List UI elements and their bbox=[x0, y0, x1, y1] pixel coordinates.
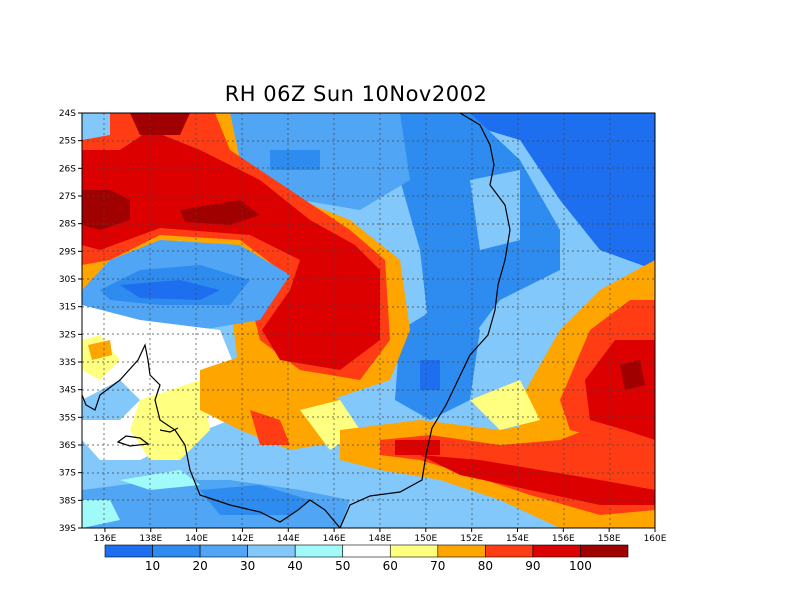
y-tick-label: 36S bbox=[59, 441, 76, 451]
y-tick-label: 25S bbox=[59, 137, 76, 147]
map-title: RH 06Z Sun 10Nov2002 bbox=[224, 82, 488, 106]
y-tick-label: 38S bbox=[59, 496, 76, 506]
colorbar-swatch bbox=[104, 544, 153, 558]
y-tick-label: 24S bbox=[59, 109, 76, 119]
y-tick-label: 32S bbox=[59, 330, 76, 340]
colorbar-swatch bbox=[580, 544, 629, 558]
x-tick-label: 142E bbox=[231, 534, 254, 544]
colorbar-swatch bbox=[342, 544, 391, 558]
colorbar-label: 80 bbox=[478, 559, 493, 573]
y-tick-label: 28S bbox=[59, 220, 76, 230]
x-tick-label: 144E bbox=[277, 534, 300, 544]
y-tick-label: 35S bbox=[59, 413, 76, 423]
y-tick-label: 34S bbox=[59, 386, 76, 396]
x-tick-label: 136E bbox=[93, 534, 116, 544]
x-tick-label: 152E bbox=[460, 534, 483, 544]
x-tick-label: 138E bbox=[139, 534, 162, 544]
x-tick-label: 158E bbox=[598, 534, 621, 544]
x-tick-label: 154E bbox=[506, 534, 529, 544]
colorbar-label: 50 bbox=[335, 559, 350, 573]
colorbar-swatch bbox=[152, 544, 201, 558]
colorbar-swatch bbox=[294, 544, 344, 558]
y-tick-label: 39S bbox=[59, 524, 76, 534]
x-tick-label: 150E bbox=[414, 534, 437, 544]
colorbar-swatch bbox=[247, 544, 296, 558]
colorbar-label: 20 bbox=[192, 559, 207, 573]
colorbar-swatch bbox=[485, 544, 534, 558]
y-axis-ticks: 24S 25S 26S 27S 28S 29S 30S 31S 32S 33S 34S 35S 36S 3… bbox=[59, 109, 82, 534]
y-tick-label: 33S bbox=[59, 358, 76, 368]
colorbar-swatch bbox=[532, 544, 581, 558]
x-axis-ticks: 136E 138E 140E 142E 144E 146E 148E 150E 152E 154E… bbox=[93, 528, 667, 544]
map-frame bbox=[81, 112, 656, 529]
y-tick-label: 31S bbox=[59, 303, 76, 313]
colorbar-swatch bbox=[437, 544, 486, 558]
colorbar-label: 30 bbox=[240, 559, 255, 573]
colorbar-label: 10 bbox=[145, 559, 160, 573]
colorbar-label: 90 bbox=[525, 559, 540, 573]
colorbar-swatch bbox=[199, 544, 248, 558]
y-tick-label: 37S bbox=[59, 469, 76, 479]
graticule bbox=[82, 113, 655, 528]
x-tick-label: 148E bbox=[369, 534, 392, 544]
x-tick-label: 146E bbox=[323, 534, 346, 544]
colorbar-label: 100 bbox=[569, 559, 592, 573]
y-tick-label: 29S bbox=[59, 247, 76, 257]
colorbar-label: 70 bbox=[430, 559, 445, 573]
colorbar-label: 60 bbox=[383, 559, 398, 573]
x-tick-label: 160E bbox=[644, 534, 667, 544]
y-tick-label: 30S bbox=[59, 275, 76, 285]
x-tick-label: 156E bbox=[552, 534, 575, 544]
coastline bbox=[82, 113, 511, 528]
x-tick-label: 140E bbox=[185, 534, 208, 544]
rh-field bbox=[82, 113, 655, 528]
y-tick-label: 27S bbox=[59, 192, 76, 202]
colorbar-swatch bbox=[389, 544, 439, 558]
colorbar-label: 40 bbox=[288, 559, 303, 573]
colorbar: 10 20 30 40 50 60 70 80 90 100 bbox=[104, 544, 629, 573]
y-tick-label: 26S bbox=[59, 164, 76, 174]
